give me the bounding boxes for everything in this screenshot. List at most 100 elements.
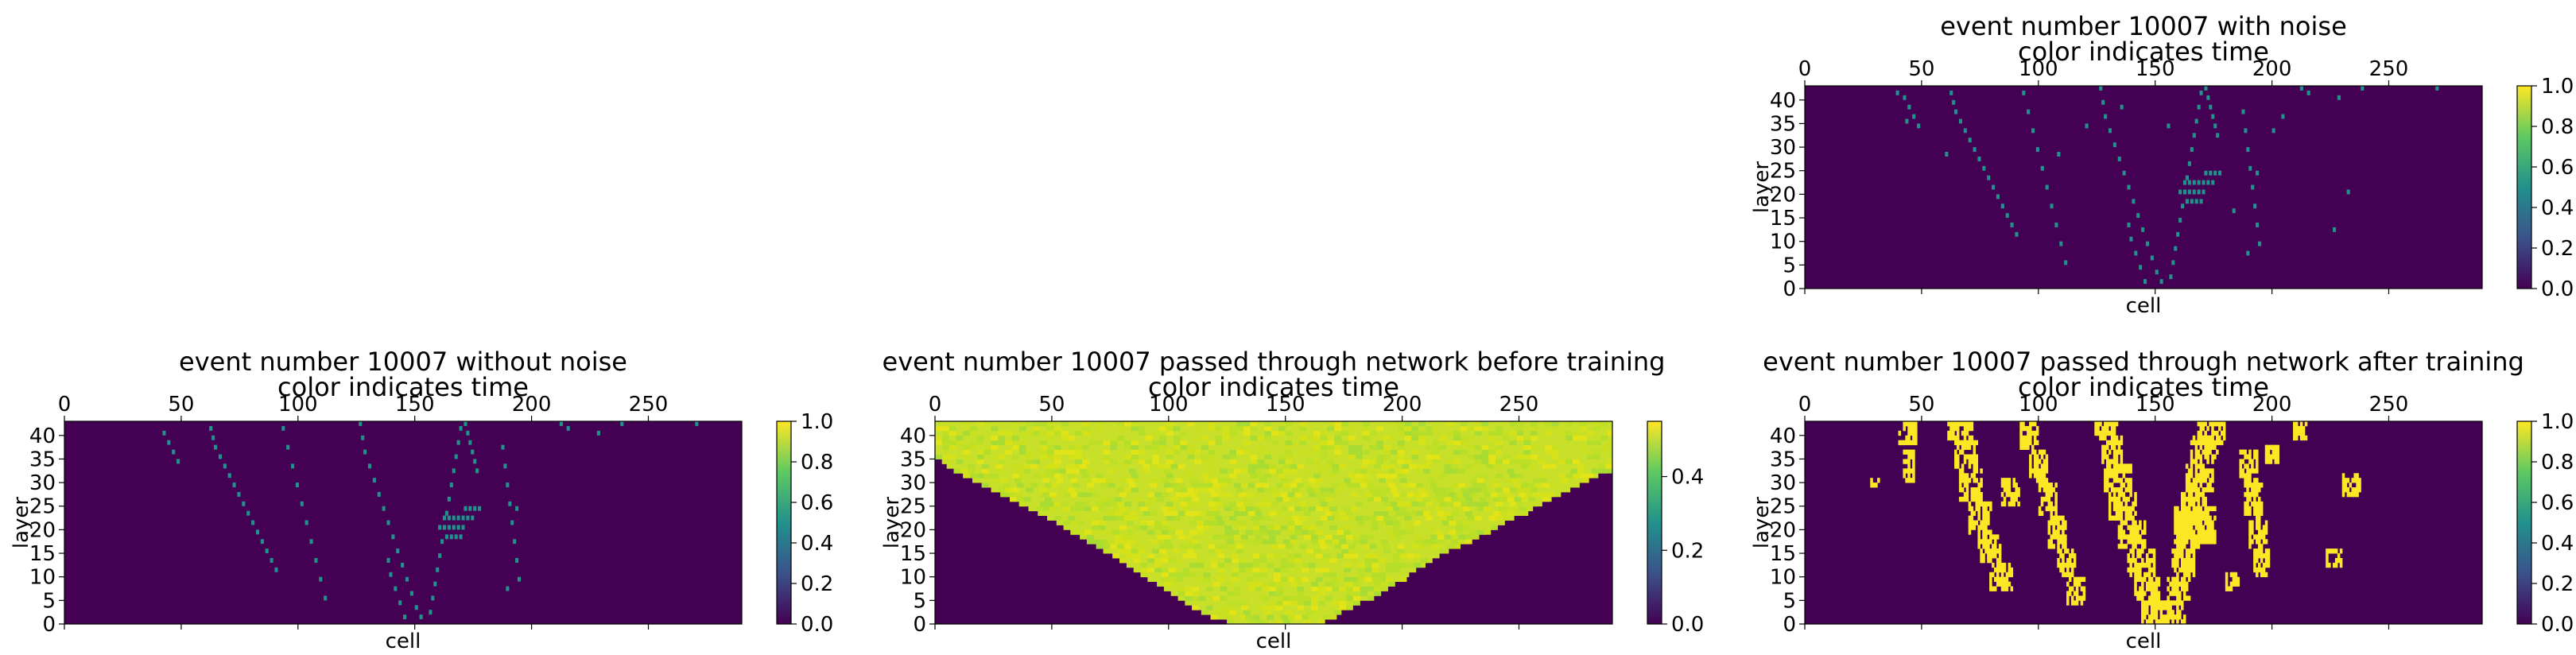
heatmap-cell: [2105, 487, 2109, 493]
funnel-cell: [1205, 468, 1213, 474]
heatmap-hit: [438, 525, 442, 530]
heatmap-hit: [2136, 213, 2140, 219]
funnel-cell: [1322, 553, 1330, 559]
heatmap-cell: [2264, 454, 2268, 459]
funnel-cell: [1110, 515, 1118, 521]
funnel-cell: [1549, 463, 1557, 469]
funnel-cell: [1264, 610, 1272, 615]
funnel-cell: [1369, 544, 1377, 549]
funnel-cell: [1042, 506, 1049, 512]
funnel-cell: [1262, 581, 1270, 587]
funnel-cell: [1159, 440, 1166, 446]
heatmap-cell: [2117, 544, 2121, 549]
heatmap-cell: [2295, 425, 2299, 432]
heatmap-cell: [1996, 576, 2000, 583]
funnel-cell: [1180, 544, 1188, 549]
heatmap-cell: [2112, 478, 2116, 483]
heatmap-cell: [2054, 483, 2058, 488]
heatmap-cell: [1956, 463, 1960, 469]
heatmap-cell: [2204, 510, 2207, 517]
funnel-cell: [1465, 510, 1472, 517]
heatmap-cell: [2082, 586, 2086, 591]
funnel-cell: [1103, 440, 1111, 446]
heatmap-cell: [2010, 567, 2014, 573]
heatmap-cell: [1961, 468, 1965, 474]
funnel-cell: [1185, 595, 1193, 601]
heatmap-cell: [2132, 567, 2135, 573]
funnel-cell: [1280, 567, 1288, 573]
funnel-cell: [1185, 510, 1193, 517]
funnel-cell: [1088, 515, 1096, 521]
heatmap-cell: [2190, 459, 2194, 464]
funnel-cell: [1229, 454, 1236, 459]
heatmap-cell: [2197, 496, 2201, 502]
funnel-cell: [1362, 544, 1370, 549]
funnel-cell: [968, 468, 975, 474]
heatmap-cell: [2199, 430, 2203, 436]
funnel-cell: [1123, 444, 1131, 450]
y-tick-label: 10: [1770, 231, 1796, 254]
funnel-cell: [1088, 430, 1096, 436]
heatmap-hit: [1968, 138, 1972, 143]
heatmap-cell: [2187, 515, 2191, 521]
funnel-cell: [1140, 520, 1148, 525]
funnel-cell: [1274, 576, 1281, 583]
funnel-cell: [1399, 506, 1407, 512]
funnel-cell: [1177, 483, 1185, 488]
funnel-cell: [1299, 515, 1307, 521]
heatmap-cell: [2127, 463, 2130, 469]
funnel-cell: [1173, 515, 1181, 521]
funnel-cell: [1011, 454, 1019, 459]
heatmap-cell: [1947, 430, 1950, 436]
funnel-cell: [993, 478, 1001, 483]
x-tick-label: 150: [1266, 393, 1305, 417]
funnel-cell: [998, 440, 1006, 446]
heatmap-cell: [2185, 529, 2189, 535]
heatmap-hit: [1992, 184, 1996, 190]
funnel-cell: [1379, 576, 1387, 583]
funnel-cell: [1406, 491, 1414, 498]
heatmap-cell: [2192, 520, 2196, 525]
funnel-cell: [1496, 515, 1503, 521]
funnel-cell: [1173, 425, 1181, 432]
funnel-cell: [1402, 463, 1410, 469]
funnel-cell: [1600, 449, 1608, 455]
funnel-cell: [1236, 421, 1243, 427]
heatmap-cell: [2150, 576, 2154, 583]
funnel-cell: [1177, 591, 1185, 596]
funnel-cell: [1315, 576, 1323, 583]
heatmap-cell: [2000, 562, 2004, 568]
heatmap-hit: [1958, 118, 1963, 124]
funnel-cell: [1192, 539, 1199, 545]
funnel-cell: [1348, 473, 1356, 479]
heatmap-cell: [2257, 567, 2261, 573]
heatmap-cell: [2104, 478, 2107, 483]
funnel-cell: [1586, 454, 1594, 459]
heatmap-cell: [1975, 468, 1979, 474]
funnel-cell: [1392, 525, 1400, 530]
funnel-cell: [949, 454, 956, 459]
heatmap-cell: [2152, 591, 2156, 596]
heatmap-hit: [398, 600, 402, 606]
funnel-cell: [1016, 463, 1024, 469]
funnel-cell: [1182, 553, 1190, 559]
heatmap-cell: [2047, 487, 2051, 493]
heatmap-hit: [2213, 123, 2217, 129]
heatmap-cell: [2008, 581, 2012, 587]
funnel-cell: [1011, 421, 1019, 427]
heatmap-cell: [2181, 600, 2184, 606]
heatmap-cell: [2176, 591, 2179, 596]
funnel-cell: [1406, 529, 1414, 535]
heatmap-hit: [2132, 199, 2136, 204]
heatmap-cell: [2024, 435, 2027, 441]
heatmap-cell: [1912, 459, 1915, 464]
funnel-cell: [1371, 553, 1379, 559]
heatmap-hit: [401, 562, 405, 568]
heatmap-hit: [501, 444, 505, 450]
funnel-cell: [1488, 430, 1496, 436]
funnel-cell: [1068, 487, 1076, 493]
funnel-cell: [1465, 463, 1472, 469]
funnel-cell: [1264, 487, 1272, 493]
funnel-cell: [1432, 425, 1440, 432]
heatmap-cell: [2070, 600, 2074, 606]
